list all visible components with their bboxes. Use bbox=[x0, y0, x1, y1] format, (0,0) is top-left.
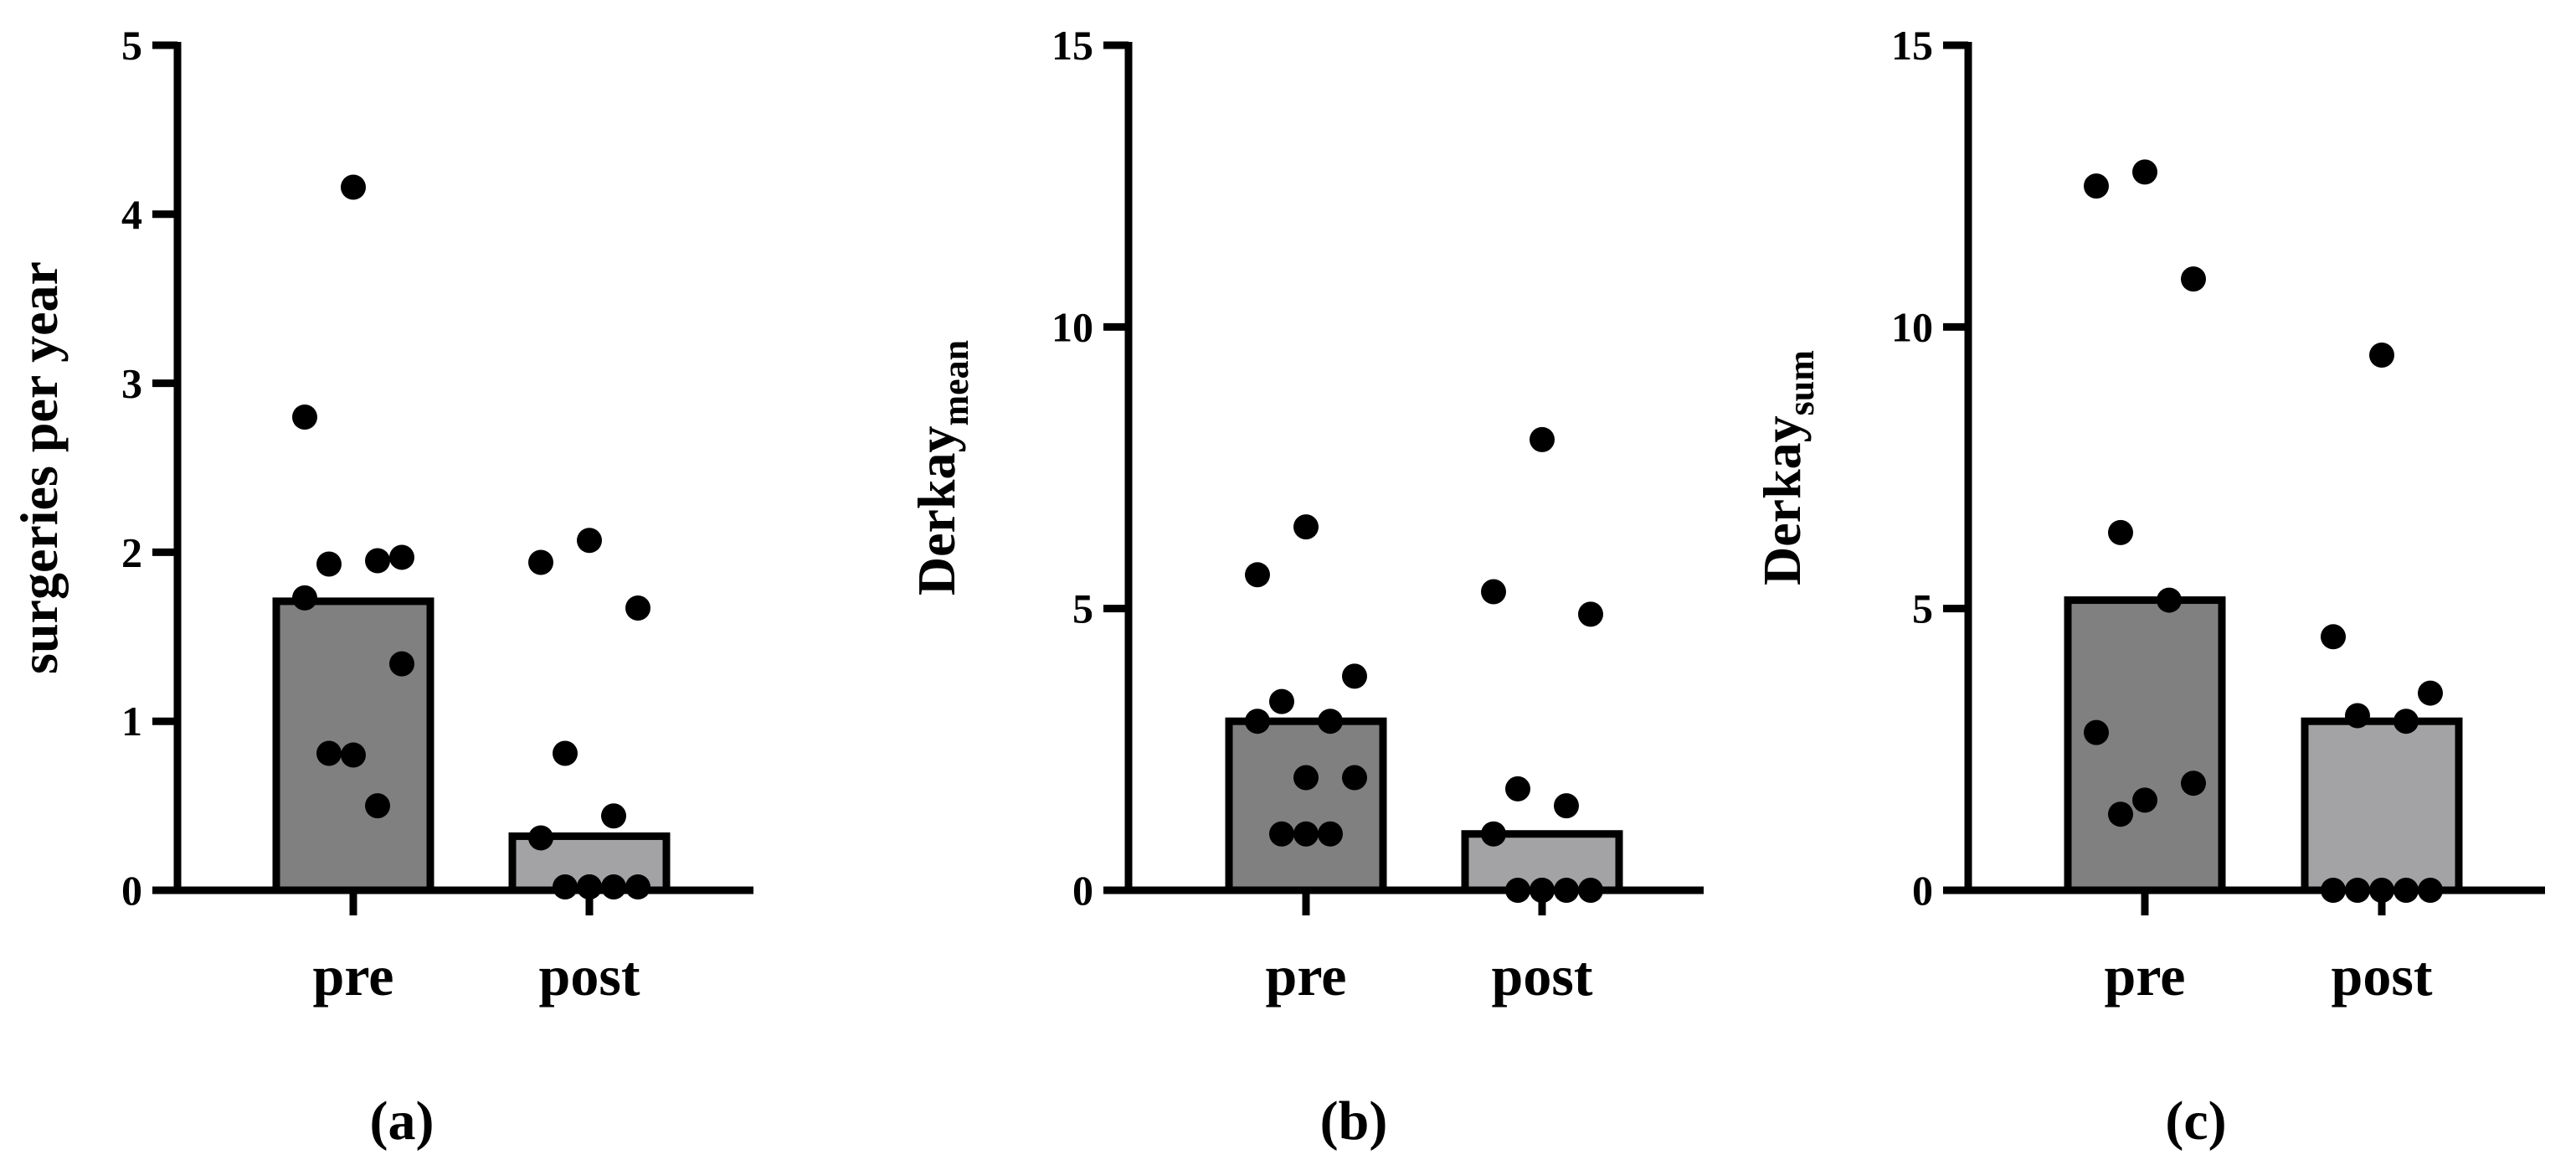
data-point bbox=[2132, 787, 2157, 813]
data-point bbox=[2132, 159, 2157, 185]
category-label-pre: pre bbox=[2105, 944, 2186, 1008]
data-point bbox=[625, 874, 650, 899]
data-point bbox=[2321, 878, 2346, 903]
data-point bbox=[341, 742, 366, 768]
data-point bbox=[601, 803, 626, 829]
y-tick-label: 15 bbox=[1891, 22, 1933, 69]
category-label-post: post bbox=[1492, 944, 1593, 1008]
y-tick-label: 0 bbox=[1912, 867, 1933, 914]
data-point bbox=[625, 595, 650, 621]
data-point bbox=[1342, 765, 1367, 791]
data-point bbox=[2157, 587, 2182, 613]
data-point bbox=[341, 174, 366, 200]
data-point bbox=[389, 544, 414, 570]
panel-label: (c) bbox=[2165, 1090, 2226, 1152]
data-point bbox=[2418, 680, 2443, 706]
data-point bbox=[2084, 719, 2109, 745]
category-label-post: post bbox=[2332, 944, 2433, 1008]
data-point bbox=[365, 548, 390, 574]
data-point bbox=[316, 551, 342, 577]
data-point bbox=[1578, 878, 1603, 903]
data-point bbox=[1554, 793, 1579, 819]
y-tick-label: 5 bbox=[1072, 585, 1093, 632]
data-point bbox=[1318, 821, 1343, 847]
bar-pre bbox=[1225, 717, 1387, 894]
data-point bbox=[316, 740, 342, 766]
data-point bbox=[2369, 342, 2394, 368]
data-point bbox=[2108, 519, 2133, 545]
data-point bbox=[365, 793, 390, 819]
y-tick-label: 10 bbox=[1051, 303, 1093, 350]
data-point bbox=[1530, 878, 1555, 903]
panel-c: 0 5 10 15 pre post Derkaysum (c) bbox=[1752, 22, 2545, 1152]
data-point bbox=[2084, 173, 2109, 199]
data-point bbox=[1293, 821, 1319, 847]
data-point bbox=[2393, 878, 2419, 903]
data-point bbox=[1530, 426, 1555, 452]
data-point bbox=[528, 825, 553, 851]
y-tick-label: 5 bbox=[1912, 585, 1933, 632]
data-point bbox=[1293, 765, 1319, 791]
data-point bbox=[2418, 878, 2443, 903]
data-point bbox=[389, 651, 414, 677]
data-point bbox=[2369, 878, 2394, 903]
data-point bbox=[1293, 514, 1319, 540]
category-label-pre: pre bbox=[313, 944, 394, 1008]
panel-label: (b) bbox=[1320, 1090, 1388, 1152]
data-point bbox=[292, 404, 317, 430]
data-point bbox=[1481, 821, 1506, 847]
data-point bbox=[1269, 688, 1294, 714]
data-point bbox=[2345, 703, 2370, 729]
data-point bbox=[577, 528, 602, 554]
y-tick-label: 0 bbox=[121, 867, 142, 914]
y-tick-label: 1 bbox=[121, 698, 142, 745]
panel-label: (a) bbox=[370, 1090, 434, 1152]
data-point bbox=[2321, 624, 2346, 650]
data-point bbox=[2108, 801, 2133, 827]
y-tick-label: 3 bbox=[121, 360, 142, 407]
data-point bbox=[2393, 709, 2419, 734]
bar-post bbox=[2301, 717, 2463, 894]
y-axis-title: surgeries per year bbox=[9, 261, 69, 674]
panel-b: 0 5 10 15 pre post Derkaymean (b) bbox=[907, 22, 1704, 1152]
y-axis-title: Derkaysum bbox=[1752, 350, 1822, 585]
data-point bbox=[292, 585, 317, 611]
data-point bbox=[2181, 771, 2206, 796]
y-tick-label: 5 bbox=[121, 22, 142, 69]
data-point bbox=[1554, 878, 1579, 903]
panel-a: 0 1 2 3 4 5 pre post surgeries per year (a) bbox=[9, 22, 753, 1152]
y-tick-label: 2 bbox=[121, 528, 142, 575]
category-label-pre: pre bbox=[1266, 944, 1347, 1008]
data-point bbox=[1245, 709, 1270, 734]
data-point bbox=[1505, 878, 1530, 903]
data-point bbox=[553, 874, 578, 899]
bar-pre bbox=[2064, 596, 2226, 894]
data-point bbox=[1318, 709, 1343, 734]
y-axis-title: Derkaymean bbox=[907, 340, 976, 595]
data-point bbox=[2345, 878, 2370, 903]
data-point bbox=[553, 740, 578, 766]
data-point bbox=[577, 874, 602, 899]
data-point bbox=[2181, 266, 2206, 292]
y-tick-label: 4 bbox=[121, 191, 142, 238]
data-point bbox=[1342, 663, 1367, 689]
data-point bbox=[1245, 562, 1270, 588]
y-tick-label: 10 bbox=[1891, 303, 1933, 350]
data-point bbox=[1505, 776, 1530, 801]
y-tick-label: 0 bbox=[1072, 867, 1093, 914]
data-point bbox=[1481, 579, 1506, 605]
y-tick-label: 15 bbox=[1051, 22, 1093, 69]
data-point bbox=[1269, 821, 1294, 847]
data-point bbox=[1578, 601, 1603, 627]
category-label-post: post bbox=[539, 944, 640, 1008]
data-point bbox=[601, 874, 626, 899]
data-point bbox=[528, 549, 553, 575]
